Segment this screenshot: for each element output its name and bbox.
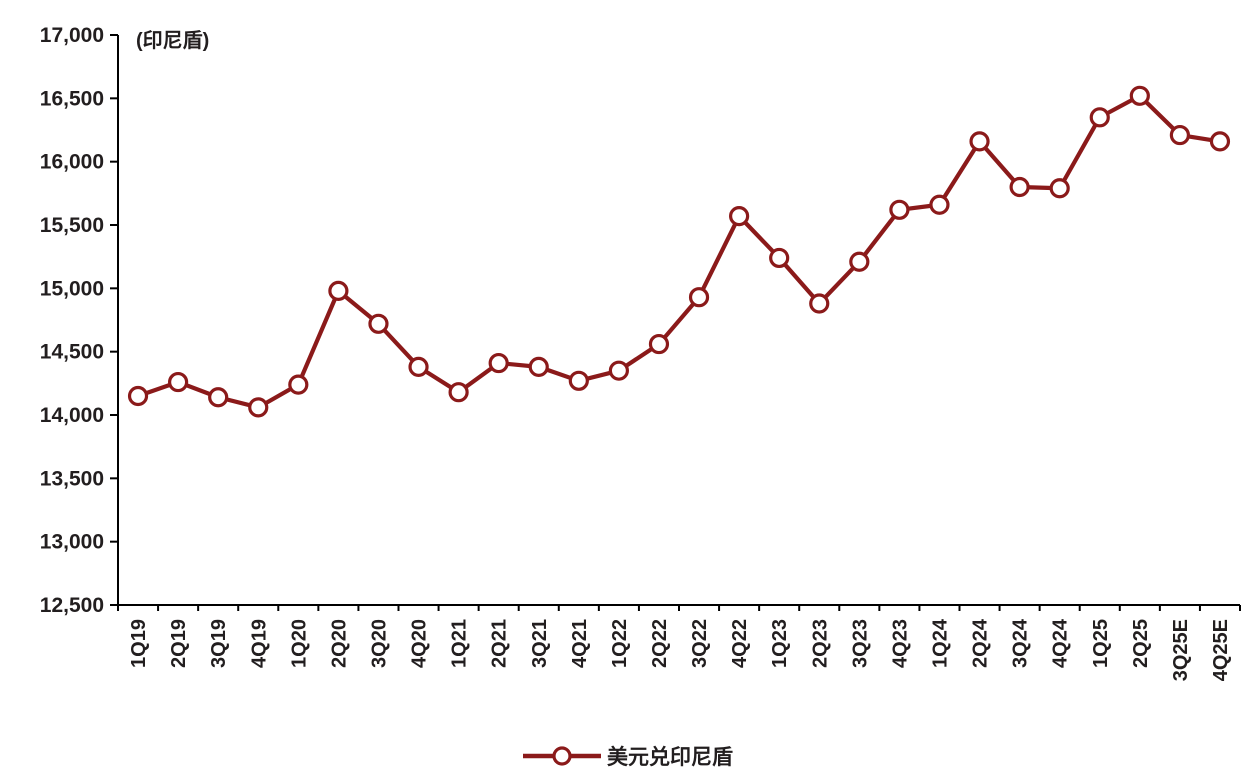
data-point-marker: [408, 356, 429, 377]
data-point-marker: [208, 387, 229, 408]
data-point-marker: [288, 374, 309, 395]
x-tick-label: 2Q19: [168, 619, 190, 668]
data-point-marker: [688, 287, 710, 308]
data-point-marker: [969, 131, 990, 152]
data-point-marker: [127, 385, 149, 407]
x-tick-label: 1Q25: [1090, 619, 1112, 668]
data-point-marker: [1209, 131, 1231, 152]
legend-series-label: 美元兑印尼盾: [607, 746, 733, 769]
y-tick-label: 14,000: [40, 404, 104, 427]
x-tick-label: 2Q20: [328, 619, 350, 668]
data-point-marker: [1049, 178, 1070, 199]
x-tick-label: 3Q19: [208, 619, 230, 668]
data-point-marker: [448, 382, 469, 403]
x-tick-label: 3Q22: [689, 619, 711, 668]
x-tick-label: 1Q23: [769, 619, 791, 668]
data-point-marker: [849, 251, 870, 272]
x-tick-label: 2Q25: [1130, 619, 1152, 668]
y-tick-label: 16,500: [40, 87, 104, 110]
y-tick-label: 13,500: [40, 467, 104, 490]
x-tick-label: 3Q23: [849, 619, 871, 668]
x-tick-label: 1Q20: [288, 619, 310, 668]
x-tick-label: 1Q24: [929, 618, 951, 668]
data-point-marker: [929, 194, 950, 215]
legend: 美元兑印尼盾: [0, 740, 1254, 772]
x-tick-label: 2Q22: [649, 619, 671, 668]
series-line: [135, 93, 1223, 410]
x-tick-label: 4Q24: [1050, 618, 1072, 668]
data-point-marker: [1129, 85, 1150, 106]
data-point-marker: [729, 206, 750, 227]
x-tick-label: 1Q21: [449, 619, 471, 668]
x-tick-label: 3Q20: [368, 619, 390, 668]
x-tick-label: 4Q19: [248, 619, 270, 668]
x-tick-label: 4Q25E: [1210, 619, 1232, 681]
x-tick-label: 3Q24: [1010, 618, 1032, 668]
data-point-marker: [608, 360, 629, 381]
data-point-marker: [809, 293, 830, 314]
x-tick-label: 4Q23: [889, 619, 911, 668]
y-tick-label: 16,000: [40, 151, 104, 174]
x-tick-label: 1Q22: [609, 619, 631, 668]
x-tick-label: 2Q24: [970, 618, 992, 668]
data-point-marker: [488, 352, 509, 374]
x-tick-label: 4Q21: [569, 619, 591, 668]
data-point-marker: [1009, 176, 1030, 198]
x-tick-label: 4Q22: [729, 619, 751, 668]
data-point-marker: [368, 313, 389, 334]
data-point-marker: [769, 247, 790, 269]
y-axis-unit-label: (印尼盾): [136, 30, 210, 52]
x-tick-label: 1Q19: [128, 619, 150, 668]
y-tick-label: 13,000: [40, 531, 104, 554]
x-tick-label: 4Q20: [409, 619, 431, 668]
x-tick-label: 3Q25E: [1170, 619, 1192, 681]
x-tick-label: 2Q23: [809, 619, 831, 668]
y-tick-label: 12,500: [40, 594, 104, 617]
data-point-marker: [168, 371, 189, 393]
data-point-marker: [648, 333, 670, 355]
y-tick-label: 15,500: [40, 214, 104, 237]
data-point-marker: [528, 356, 549, 377]
data-point-marker: [1089, 107, 1110, 128]
data-point-marker: [248, 397, 269, 418]
y-tick-label: 14,500: [40, 341, 104, 364]
legend-line-marker-icon: [523, 746, 601, 766]
data-point-marker: [889, 199, 910, 220]
x-tick-label: 3Q21: [529, 619, 551, 668]
y-tick-label: 15,000: [40, 277, 104, 300]
y-tick-label: 17,000: [40, 24, 104, 47]
data-point-marker: [328, 280, 349, 301]
x-tick-label: 2Q21: [489, 619, 511, 668]
data-point-marker: [568, 370, 589, 391]
data-point-marker: [1169, 124, 1190, 146]
